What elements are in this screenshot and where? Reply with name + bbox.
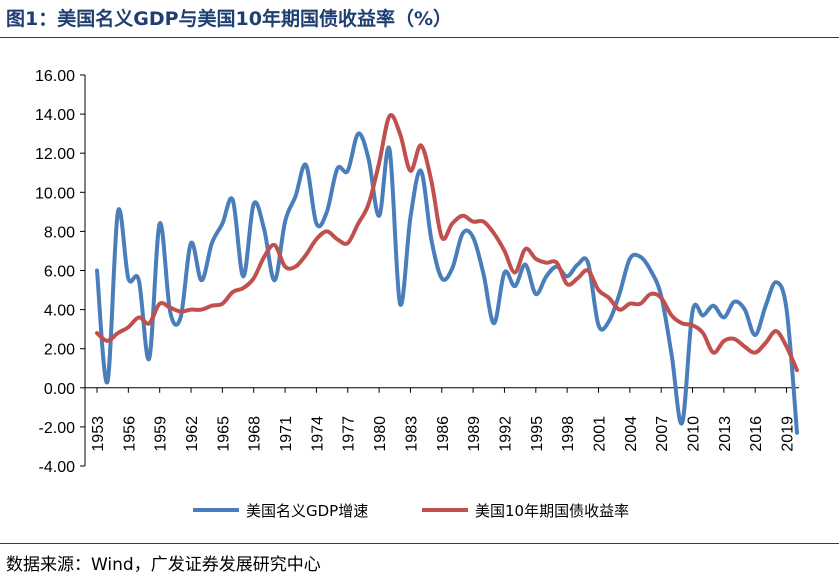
legend: 美国名义GDP增速 美国10年期国债收益率 [193, 502, 629, 520]
axis-layer: 16.00 14.00 12.00 10.00 8.00 6.00 4.00 2.00 0.00… [35, 68, 799, 476]
y-tick-label: 8.00 [44, 224, 75, 241]
legend-gdp-growth: 美国名义GDP增速 [193, 502, 368, 520]
x-tick-label: 2010 [686, 416, 703, 452]
y-tick-label: 12.00 [35, 146, 75, 163]
x-tick-label: 2016 [748, 416, 765, 452]
title-divider [0, 37, 839, 38]
x-tick-label: 1998 [560, 416, 577, 452]
x-tick-label: 1974 [309, 416, 326, 452]
x-tick-label: 2001 [591, 416, 608, 452]
x-tick-label: 1995 [529, 416, 546, 452]
footer-divider [0, 543, 839, 544]
legend-treasury-yield: 美国10年期国债收益率 [422, 502, 629, 520]
data-source: 数据来源：Wind，广发证券发展研究中心 [6, 555, 321, 575]
y-tick-label: 4.00 [44, 303, 75, 320]
y-tick-label: -4.00 [39, 459, 76, 476]
chart-title: 图1：美国名义GDP与美国10年期国债收益率（%） [6, 8, 452, 30]
treasury-yield-line [95, 113, 799, 373]
y-tick-label: 2.00 [44, 342, 75, 359]
y-tick-label: 0.00 [44, 381, 75, 398]
y-tick-label: -2.00 [39, 420, 76, 437]
x-tick-label: 1977 [341, 416, 358, 452]
y-tick-label: 6.00 [44, 264, 75, 281]
series-layer [95, 113, 799, 435]
x-tick-label: 1989 [466, 416, 483, 452]
x-tick-label: 1965 [215, 416, 232, 452]
x-tick-label: 1971 [278, 416, 295, 452]
x-tick-label: 2004 [623, 416, 640, 452]
x-tick-label: 1986 [435, 416, 452, 452]
x-tick-label: 1983 [403, 416, 420, 452]
gdp-growth-line [95, 131, 799, 435]
legend-label: 美国10年期国债收益率 [475, 502, 629, 520]
y-tick-label: 14.00 [35, 107, 75, 124]
x-tick-label: 2019 [780, 416, 797, 452]
x-tick-label: 2007 [654, 416, 671, 452]
x-tick-label: 1953 [90, 416, 107, 452]
y-tick-label: 10.00 [35, 185, 75, 202]
x-tick-label: 1992 [497, 416, 514, 452]
x-tick-label: 1962 [184, 416, 201, 452]
x-tick-label: 1980 [372, 416, 389, 452]
x-tick-label: 1959 [153, 416, 170, 452]
x-tick-label: 2013 [717, 416, 734, 452]
x-tick-label: 1968 [247, 416, 264, 452]
x-tick-label: 1956 [121, 416, 138, 452]
y-tick-label: 16.00 [35, 68, 75, 85]
legend-label: 美国名义GDP增速 [246, 502, 368, 520]
